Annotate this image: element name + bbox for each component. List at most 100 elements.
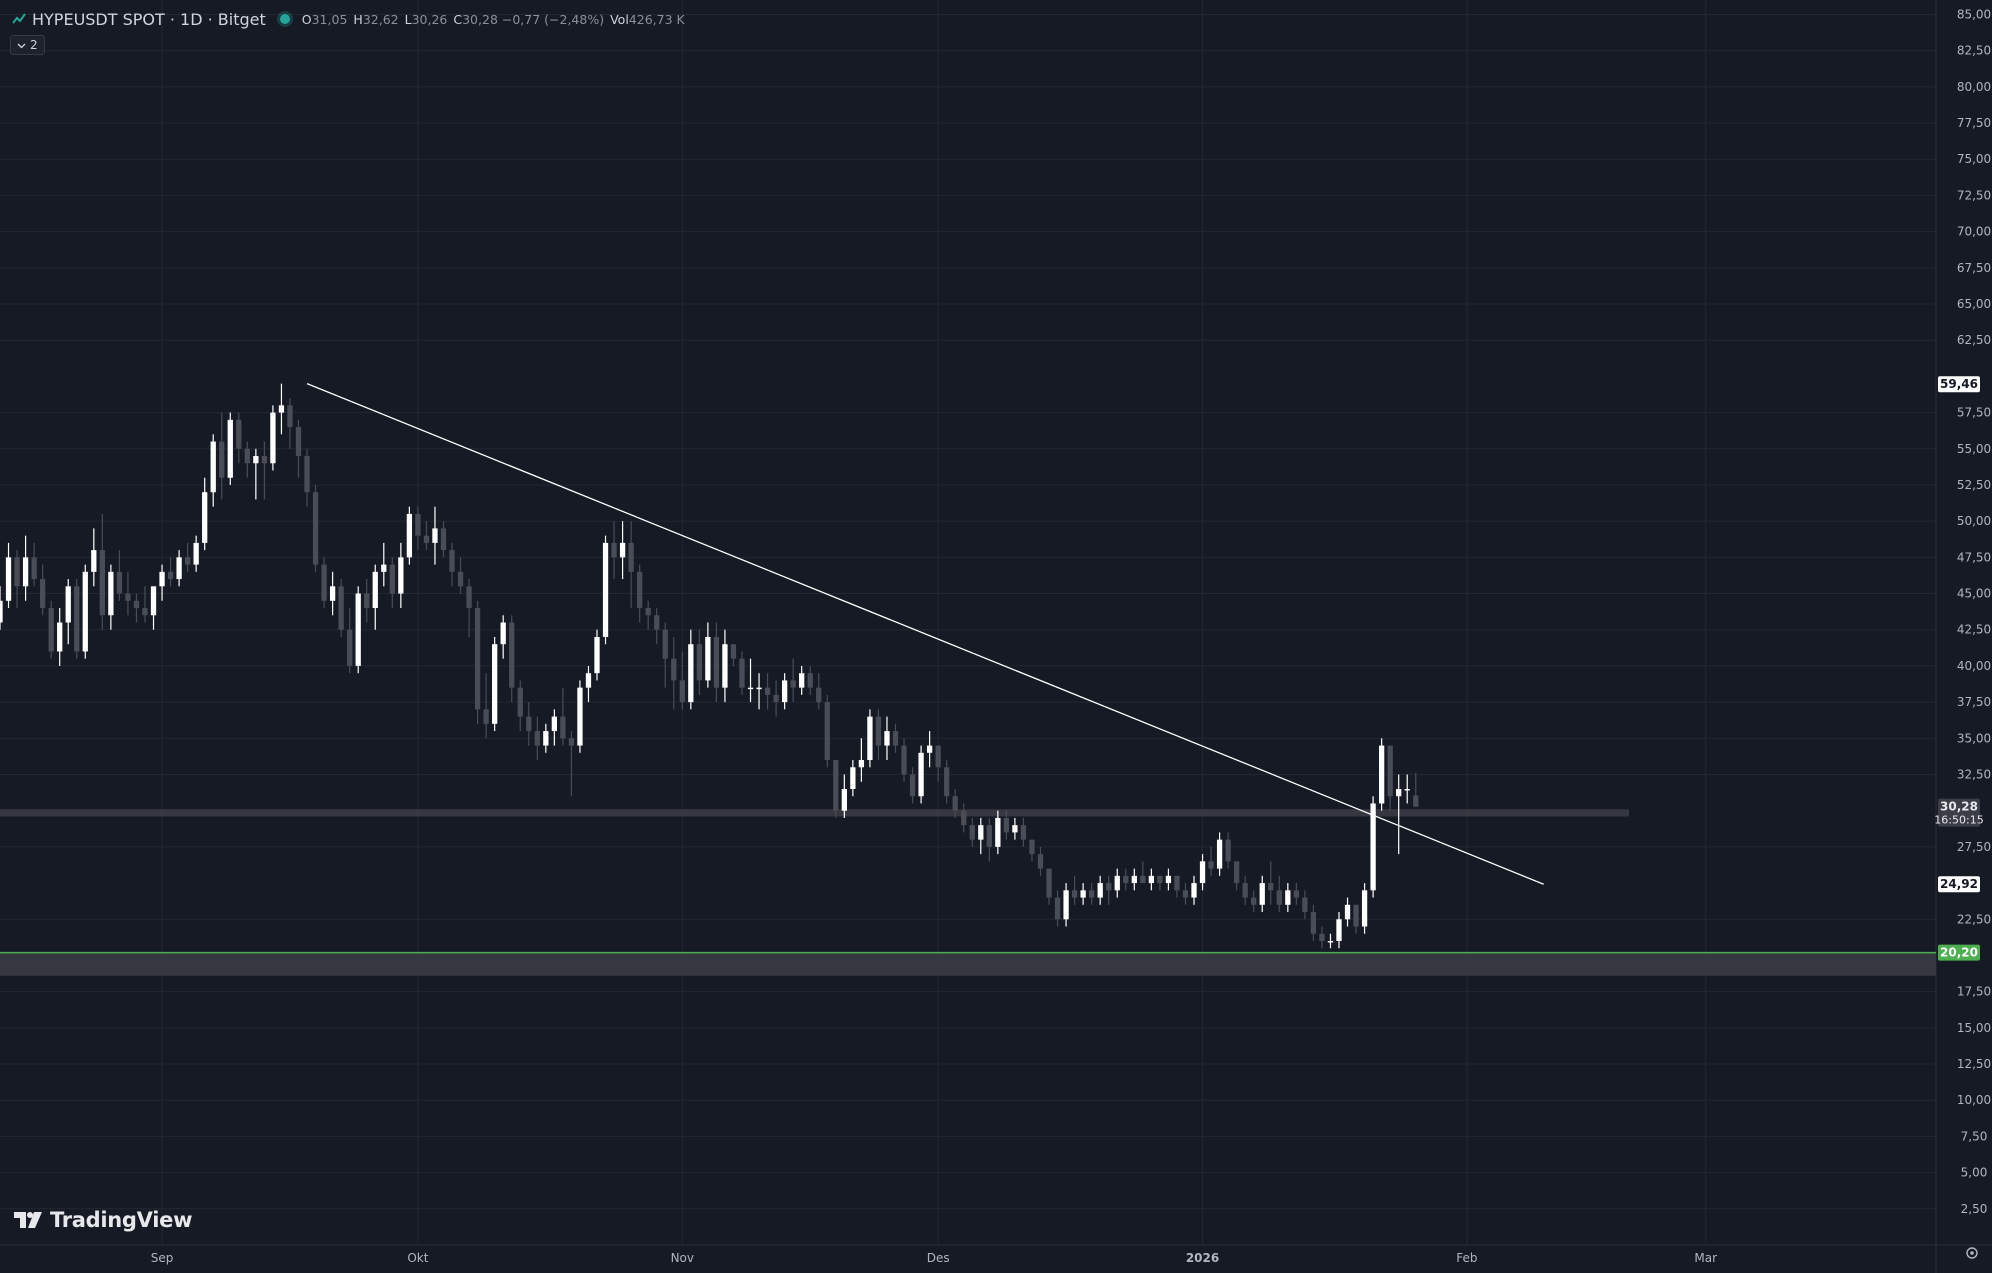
candle-body[interactable]	[961, 810, 967, 826]
candle-body[interactable]	[688, 644, 694, 703]
candle-body[interactable]	[867, 716, 873, 761]
candle-body[interactable]	[1285, 890, 1291, 905]
candle-body[interactable]	[1234, 861, 1240, 884]
candle-body[interactable]	[764, 687, 771, 695]
candle-body[interactable]	[1037, 854, 1044, 869]
candle-body[interactable]	[602, 542, 609, 637]
candle-body[interactable]	[517, 687, 523, 717]
candle-body[interactable]	[142, 608, 148, 616]
candle-body[interactable]	[483, 709, 489, 724]
candle-body[interactable]	[389, 564, 395, 594]
candle-body[interactable]	[1003, 817, 1010, 833]
candle-body[interactable]	[944, 767, 950, 797]
candle-body[interactable]	[184, 557, 191, 565]
candle-body[interactable]	[150, 586, 157, 616]
candle-body[interactable]	[1174, 875, 1180, 891]
candle-body[interactable]	[1378, 745, 1385, 804]
candle-body[interactable]	[457, 571, 464, 587]
candle-body[interactable]	[159, 571, 165, 587]
candle-body[interactable]	[1080, 890, 1086, 898]
candle-body[interactable]	[1404, 788, 1410, 791]
candle-body[interactable]	[415, 513, 421, 536]
candle-body[interactable]	[355, 593, 361, 666]
candle-body[interactable]	[551, 716, 558, 732]
candle-body[interactable]	[432, 528, 438, 543]
candle-body[interactable]	[1344, 904, 1351, 920]
candle-body[interactable]	[926, 745, 933, 753]
candle-body[interactable]	[1191, 883, 1197, 898]
candle-body[interactable]	[909, 774, 916, 797]
candle-body[interactable]	[679, 680, 685, 703]
candle-body[interactable]	[398, 557, 404, 594]
candle-body[interactable]	[1012, 825, 1018, 833]
candle-body[interactable]	[1106, 883, 1112, 891]
candle-body[interactable]	[671, 658, 677, 681]
candle-body[interactable]	[278, 405, 285, 413]
candle-body[interactable]	[833, 760, 839, 811]
candle-body[interactable]	[133, 600, 140, 609]
candle-body[interactable]	[722, 644, 728, 688]
candle-body[interactable]	[261, 456, 268, 464]
candle-body[interactable]	[347, 629, 353, 666]
candle-body[interactable]	[1148, 875, 1155, 884]
candle-body[interactable]	[662, 629, 668, 659]
candle-body[interactable]	[1020, 825, 1027, 840]
candle-body[interactable]	[74, 586, 80, 652]
candle-body[interactable]	[1327, 940, 1334, 943]
candle-body[interactable]	[892, 731, 899, 746]
candle-body[interactable]	[312, 492, 319, 565]
candle-body[interactable]	[739, 658, 745, 688]
candle-body[interactable]	[1089, 890, 1095, 898]
candle-body[interactable]	[492, 644, 498, 724]
candle-body[interactable]	[1046, 868, 1052, 898]
candle-body[interactable]	[338, 586, 344, 630]
indicator-toggle-button[interactable]: 2	[10, 35, 45, 55]
candle-body[interactable]	[611, 542, 617, 558]
candle-body[interactable]	[236, 419, 242, 449]
support-band[interactable]	[0, 952, 1936, 976]
candle-body[interactable]	[1225, 839, 1231, 862]
candle-body[interactable]	[48, 608, 54, 652]
candle-body[interactable]	[781, 680, 788, 703]
candle-body[interactable]	[824, 702, 830, 761]
candle-body[interactable]	[99, 550, 105, 616]
candle-body[interactable]	[253, 456, 259, 464]
candle-body[interactable]	[1199, 861, 1206, 884]
symbol-title[interactable]: HYPEUSDT SPOT · 1D · Bitget	[32, 9, 266, 29]
settings-gear-icon[interactable]	[1964, 1245, 1980, 1261]
candle-body[interactable]	[1157, 875, 1163, 884]
candle-body[interactable]	[1259, 883, 1265, 905]
candle-body[interactable]	[619, 542, 626, 558]
candle-body[interactable]	[440, 528, 447, 551]
candle-body[interactable]	[1319, 933, 1325, 941]
candle-body[interactable]	[1302, 897, 1308, 913]
candle-body[interactable]	[304, 456, 310, 493]
candle-body[interactable]	[705, 636, 711, 681]
candle-body[interactable]	[713, 636, 720, 688]
candle-body[interactable]	[14, 557, 20, 587]
candle-body[interactable]	[1216, 839, 1223, 869]
candle-body[interactable]	[1029, 839, 1035, 855]
candle-body[interactable]	[500, 622, 506, 645]
candle-body[interactable]	[295, 427, 302, 457]
candle-body[interactable]	[270, 412, 276, 464]
candle-body[interactable]	[1114, 875, 1120, 891]
candle-body[interactable]	[799, 673, 805, 688]
candle-body[interactable]	[1071, 890, 1078, 898]
candle-body[interactable]	[167, 571, 174, 580]
candle-body[interactable]	[1413, 795, 1419, 807]
candle-body[interactable]	[509, 622, 515, 688]
candle-body[interactable]	[364, 593, 370, 609]
candle-body[interactable]	[329, 586, 336, 601]
candle-body[interactable]	[193, 542, 199, 565]
candle-body[interactable]	[381, 564, 387, 572]
candle-body[interactable]	[1310, 912, 1317, 934]
candle-body[interactable]	[1242, 883, 1248, 898]
candle-body[interactable]	[287, 405, 293, 428]
candle-body[interactable]	[1063, 890, 1069, 920]
candle-body[interactable]	[568, 738, 575, 746]
candle-body[interactable]	[1208, 861, 1214, 869]
candle-body[interactable]	[628, 542, 634, 572]
candle-body[interactable]	[65, 586, 71, 623]
trendline[interactable]	[306, 383, 1544, 885]
